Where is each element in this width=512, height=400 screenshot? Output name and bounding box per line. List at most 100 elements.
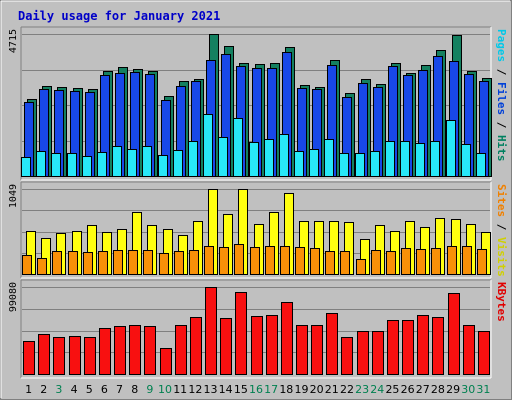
x-tick-label-26: 26 xyxy=(401,383,415,396)
bar-sites-day-18 xyxy=(280,246,290,275)
bar-pages-day-21 xyxy=(324,139,334,177)
x-tick-label-2: 2 xyxy=(40,383,47,396)
bar-sites-day-17 xyxy=(265,246,275,275)
bar-kbytes-day-25 xyxy=(387,320,399,375)
bar-kbytes-day-9 xyxy=(144,326,156,375)
series-label-part: Visits xyxy=(495,237,508,277)
x-tick-label-11: 11 xyxy=(173,383,187,396)
bar-kbytes-day-1 xyxy=(23,341,35,375)
bar-kbytes-day-14 xyxy=(220,318,232,375)
bar-pages-day-18 xyxy=(279,134,289,177)
x-tick-label-9: 9 xyxy=(146,383,153,396)
bar-sites-day-23 xyxy=(356,259,366,275)
series-label: Sites / Visits xyxy=(495,184,508,277)
x-tick-label-7: 7 xyxy=(116,383,123,396)
bar-sites-day-15 xyxy=(234,244,244,275)
bar-kbytes-day-26 xyxy=(402,320,414,375)
bar-pages-day-19 xyxy=(294,151,304,177)
series-label: Pages / Files / Hits xyxy=(495,29,508,162)
bar-kbytes-day-8 xyxy=(129,325,141,375)
bar-sites-day-19 xyxy=(295,247,305,275)
bar-sites-day-30 xyxy=(462,246,472,275)
bar-kbytes-day-24 xyxy=(372,331,384,375)
x-tick-label-4: 4 xyxy=(71,383,78,396)
bar-pages-day-15 xyxy=(233,118,243,177)
x-tick-label-12: 12 xyxy=(188,383,202,396)
bar-sites-day-4 xyxy=(68,251,78,275)
bar-sites-day-16 xyxy=(250,247,260,275)
x-tick-label-10: 10 xyxy=(158,383,172,396)
bar-kbytes-day-12 xyxy=(190,317,202,375)
bar-kbytes-day-4 xyxy=(69,336,81,375)
bar-kbytes-day-11 xyxy=(175,325,187,375)
x-tick-label-24: 24 xyxy=(370,383,384,396)
bar-pages-day-1 xyxy=(21,157,31,177)
bar-pages-day-31 xyxy=(476,153,486,177)
bar-sites-day-26 xyxy=(401,248,411,275)
series-label-part: / xyxy=(495,217,508,237)
bar-kbytes-day-19 xyxy=(296,325,308,375)
bar-pages-day-12 xyxy=(188,141,198,177)
bar-kbytes-day-6 xyxy=(99,328,111,375)
bar-sites-day-9 xyxy=(143,250,153,275)
panel-kbytes: 99080 KBytes xyxy=(8,279,508,379)
bar-kbytes-day-21 xyxy=(326,313,338,375)
bar-pages-day-7 xyxy=(112,146,122,177)
x-tick-label-17: 17 xyxy=(264,383,278,396)
bar-sites-day-5 xyxy=(83,252,93,275)
bar-pages-day-3 xyxy=(51,153,61,177)
y-max-label: 1049 xyxy=(8,184,19,208)
x-tick-label-5: 5 xyxy=(86,383,93,396)
bar-pages-day-24 xyxy=(370,151,380,177)
bar-pages-day-25 xyxy=(385,141,395,177)
series-label: KBytes xyxy=(495,282,508,322)
panel-hits-files-pages: 4715 Pages / Files / Hits xyxy=(8,26,508,181)
bar-sites-day-12 xyxy=(189,250,199,275)
bar-pages-day-13 xyxy=(203,114,213,177)
x-tick-label-31: 31 xyxy=(476,383,490,396)
bar-kbytes-day-3 xyxy=(53,337,65,375)
bar-kbytes-day-16 xyxy=(251,316,263,375)
x-tick-label-15: 15 xyxy=(234,383,248,396)
bar-pages-day-2 xyxy=(36,151,46,177)
bar-pages-day-26 xyxy=(400,141,410,177)
bar-sites-day-21 xyxy=(325,251,335,275)
bar-sites-day-10 xyxy=(159,253,169,275)
bar-sites-day-24 xyxy=(371,250,381,275)
bar-kbytes-day-20 xyxy=(311,325,323,375)
x-tick-label-27: 27 xyxy=(416,383,430,396)
bar-sites-day-28 xyxy=(431,248,441,275)
bar-kbytes-day-10 xyxy=(160,348,172,375)
series-label-part: Pages xyxy=(495,29,508,62)
series-label-part: / xyxy=(495,62,508,82)
bar-sites-day-20 xyxy=(310,248,320,275)
x-tick-label-16: 16 xyxy=(249,383,263,396)
x-tick-label-13: 13 xyxy=(204,383,218,396)
series-label-part: Hits xyxy=(495,135,508,162)
x-tick-label-29: 29 xyxy=(446,383,460,396)
bar-kbytes-day-15 xyxy=(235,292,247,375)
bar-kbytes-day-18 xyxy=(281,302,293,375)
x-tick-label-30: 30 xyxy=(461,383,475,396)
bar-pages-day-11 xyxy=(173,150,183,177)
bar-sites-day-14 xyxy=(219,247,229,275)
bar-pages-day-5 xyxy=(82,156,92,177)
bar-sites-day-27 xyxy=(416,249,426,275)
bar-pages-day-10 xyxy=(158,155,168,177)
bar-sites-day-6 xyxy=(98,251,108,275)
bar-pages-day-9 xyxy=(142,146,152,177)
bar-sites-day-2 xyxy=(37,258,47,275)
bar-pages-day-20 xyxy=(309,149,319,177)
panel-visits-sites: 1049 Sites / Visits xyxy=(8,181,508,279)
bar-sites-day-11 xyxy=(174,251,184,275)
bar-kbytes-day-27 xyxy=(417,315,429,375)
bar-pages-day-4 xyxy=(67,153,77,177)
x-tick-label-1: 1 xyxy=(25,383,32,396)
bar-pages-day-14 xyxy=(218,137,228,177)
x-tick-label-6: 6 xyxy=(101,383,108,396)
bar-kbytes-day-13 xyxy=(205,287,217,375)
bar-pages-day-8 xyxy=(127,149,137,177)
x-tick-label-8: 8 xyxy=(131,383,138,396)
bar-kbytes-day-23 xyxy=(357,331,369,375)
